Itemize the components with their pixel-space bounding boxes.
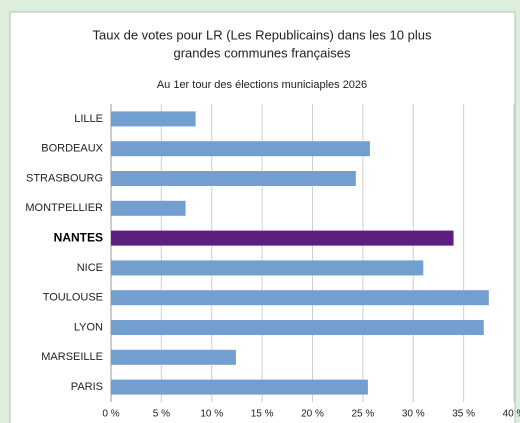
x-tick-label: 15 %: [251, 409, 274, 420]
y-tick-label: NICE: [77, 262, 103, 274]
chart-subtitle: Au 1er tour des élections municiaples 20…: [157, 79, 367, 91]
x-tick-label: 20 %: [301, 409, 324, 420]
x-tick-label: 25 %: [351, 409, 374, 420]
x-tick-label: 0 %: [102, 409, 119, 420]
bar: [111, 230, 454, 246]
y-tick-label: STRASBOURG: [26, 172, 103, 184]
bar: [111, 260, 424, 276]
y-tick-label: MONTPELLIER: [25, 202, 103, 214]
x-tick-label: 10 %: [200, 409, 223, 420]
y-tick-label: LYON: [74, 321, 103, 333]
y-tick-label: BORDEAUX: [41, 143, 103, 155]
x-tick-label: 5 %: [153, 409, 170, 420]
bar: [111, 379, 368, 395]
y-tick-label: TOULOUSE: [43, 292, 103, 304]
bar: [111, 290, 489, 306]
y-tick-label: PARIS: [71, 381, 103, 393]
bar: [111, 200, 186, 216]
x-tick-label: 30 %: [402, 409, 425, 420]
bar: [111, 171, 356, 186]
x-tick-label: 40 %: [503, 409, 520, 420]
y-tick-label: LILLE: [74, 113, 103, 125]
chart-title-line: grandes communes françaises: [173, 45, 351, 60]
bar: [111, 349, 236, 365]
chart-title-line: Taux de votes pour LR (Les Republicains)…: [93, 27, 432, 42]
bar: [111, 320, 484, 335]
x-tick-label: 35 %: [452, 409, 475, 420]
bar: [111, 111, 196, 127]
y-tick-label: NANTES: [54, 230, 103, 244]
bar: [111, 141, 370, 157]
y-tick-label: MARSEILLE: [41, 351, 103, 363]
